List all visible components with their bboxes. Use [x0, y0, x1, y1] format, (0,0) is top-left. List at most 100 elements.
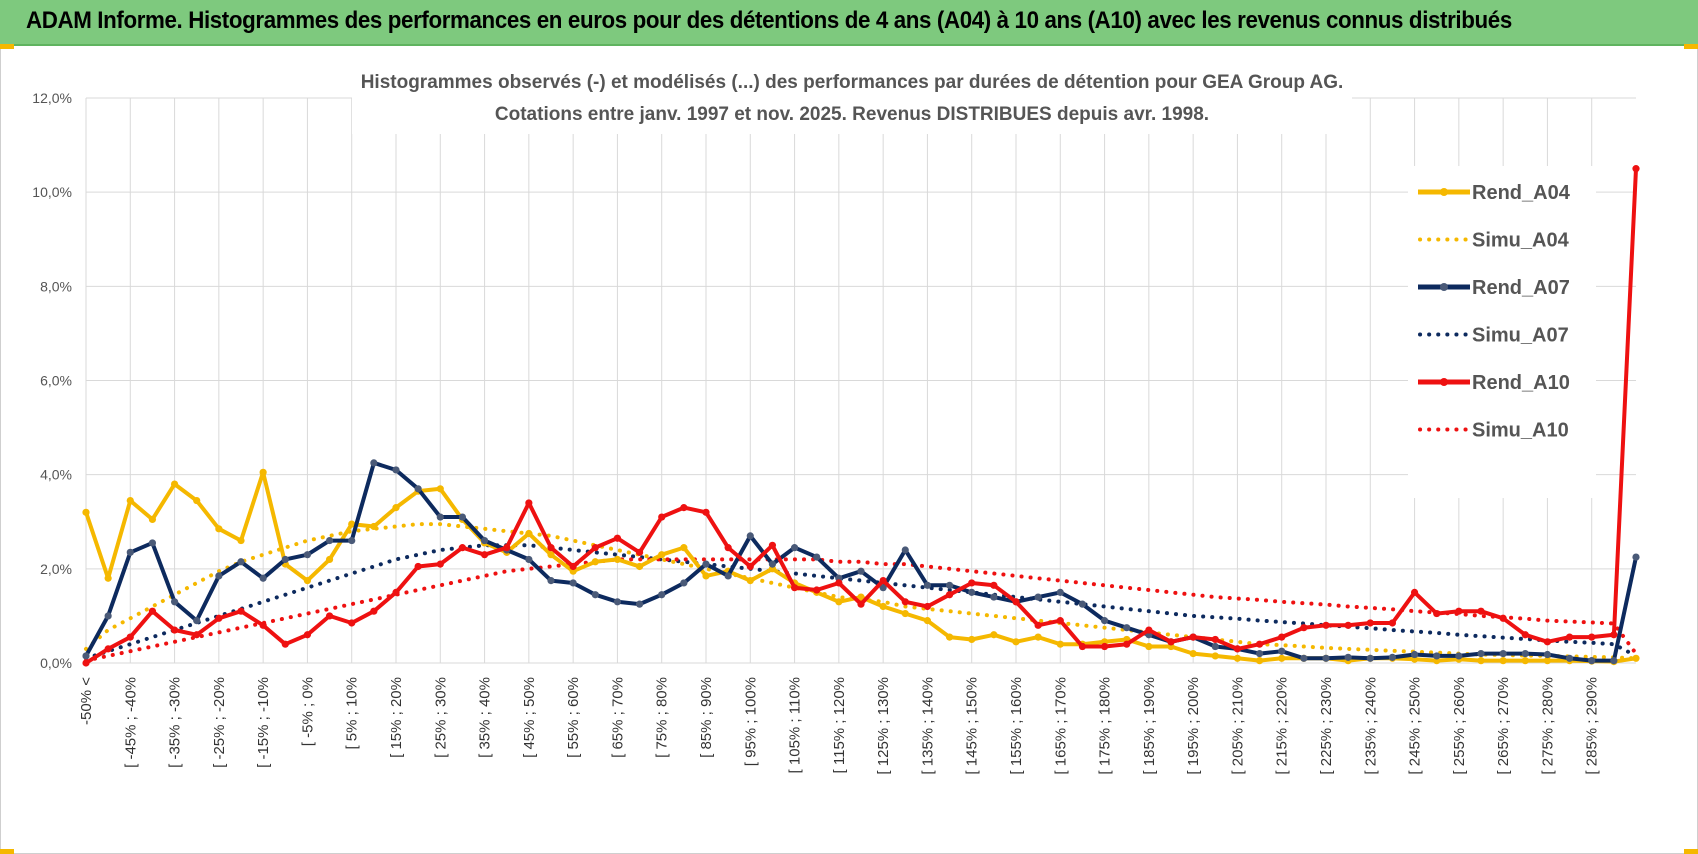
- data-point-Rend_A10: [702, 508, 710, 516]
- y-tick-label: 2,0%: [40, 561, 72, 577]
- chart-title-line1: Histogrammes observés (-) et modélisés (…: [361, 72, 1344, 93]
- data-point-Rend_A10: [170, 626, 179, 634]
- data-point-Rend_A07: [813, 553, 821, 561]
- x-tick-label: [ 85% ; 90%: [698, 677, 715, 758]
- data-point-Rend_A04: [325, 555, 334, 564]
- data-point-Rend_A04: [613, 555, 622, 564]
- data-point-Rend_A07: [1610, 657, 1618, 665]
- data-point-Rend_A10: [370, 607, 378, 615]
- corner-mark: [0, 849, 14, 854]
- legend-label-Simu_A07: Simu_A07: [1472, 325, 1569, 347]
- x-tick-label: [ 155% ; 160%: [1008, 677, 1025, 775]
- x-tick-label: [ 175% ; 180%: [1097, 677, 1114, 775]
- data-point-Rend_A04: [370, 522, 378, 531]
- data-point-Rend_A04: [923, 617, 932, 625]
- x-tick-label: [ -45% ; -40%: [122, 677, 139, 768]
- data-point-Rend_A04: [148, 515, 157, 523]
- data-point-Rend_A10: [968, 579, 976, 587]
- data-point-Rend_A10: [990, 581, 998, 589]
- data-point-Rend_A07: [1410, 650, 1419, 659]
- data-point-Rend_A07: [1278, 647, 1286, 655]
- data-point-Rend_A07: [193, 617, 201, 625]
- data-point-Rend_A07: [436, 513, 444, 521]
- data-point-Rend_A10: [126, 633, 134, 641]
- data-point-Rend_A10: [1366, 619, 1374, 627]
- data-point-Rend_A04: [303, 577, 312, 585]
- data-point-Rend_A07: [968, 588, 976, 596]
- x-tick-label: [ 225% ; 230%: [1318, 677, 1335, 775]
- x-tick-label: [ 105% ; 110%: [787, 677, 804, 773]
- data-point-Rend_A07: [1056, 588, 1064, 596]
- series-line-Rend_A04: [84, 470, 1637, 664]
- data-point-Rend_A04: [1012, 638, 1020, 646]
- series-line-Simu_A07: [84, 543, 1638, 661]
- legend: Rend_A04 Simu_A04 Rend_A07 Simu_A07 Rend_A10…: [1408, 166, 1596, 498]
- data-point-Rend_A10: [82, 659, 90, 667]
- data-point-Rend_A04: [215, 525, 223, 533]
- data-point-Rend_A04: [1632, 654, 1640, 662]
- legend-box: [1408, 166, 1596, 498]
- x-tick-label: [ 255% ; 260%: [1451, 677, 1468, 775]
- data-point-Rend_A04: [857, 593, 865, 601]
- x-tick-label: [ 115% ; 120%: [831, 677, 848, 773]
- y-tick-label: 8,0%: [40, 278, 72, 294]
- x-tick-label: [ 265% ; 270%: [1495, 677, 1512, 775]
- data-point-Rend_A10: [790, 584, 799, 592]
- data-point-Rend_A10: [547, 544, 555, 552]
- data-point-Rend_A07: [990, 593, 998, 601]
- data-point-Rend_A07: [1255, 649, 1264, 658]
- x-tick-label: [ 135% ; 140%: [919, 677, 936, 775]
- data-point-Rend_A10: [1543, 638, 1552, 646]
- data-point-Rend_A07: [857, 567, 865, 575]
- y-tick-label: 0,0%: [40, 655, 72, 671]
- data-point-Rend_A07: [1322, 654, 1330, 662]
- data-point-Rend_A10: [1565, 633, 1574, 641]
- data-point-Rend_A10: [1388, 619, 1397, 627]
- corner-mark: [1684, 44, 1698, 49]
- x-tick-label: [ 95% ; 100%: [742, 677, 759, 766]
- data-point-Rend_A04: [104, 574, 112, 582]
- data-point-Rend_A07: [1565, 654, 1574, 662]
- data-point-Rend_A04: [170, 480, 179, 488]
- data-point-Rend_A10: [1300, 624, 1308, 632]
- x-tick-label: [ 125% ; 130%: [875, 677, 892, 775]
- data-point-Rend_A07: [259, 574, 267, 582]
- x-tick-label: [ 285% ; 290%: [1584, 677, 1601, 775]
- data-point-Rend_A07: [901, 546, 909, 554]
- legend-label-Rend_A04: Rend_A04: [1472, 182, 1571, 204]
- series-line-Simu_A10: [84, 557, 1638, 663]
- legend-marker: [1440, 188, 1448, 196]
- data-point-Rend_A07: [1455, 652, 1463, 660]
- data-point-Rend_A07: [768, 560, 777, 568]
- line-chart: 0,0% 2,0% 4,0% 6,0% 8,0% 10,0% 12,0% -50% < [ -…: [32, 60, 1640, 775]
- data-point-Rend_A07: [1078, 600, 1087, 608]
- legend-label-Rend_A07: Rend_A07: [1472, 277, 1570, 299]
- y-tick-label: 4,0%: [40, 467, 72, 483]
- data-point-Rend_A07: [148, 539, 157, 547]
- data-point-Rend_A07: [1123, 624, 1131, 632]
- data-point-Rend_A10: [1123, 640, 1131, 648]
- data-point-Rend_A07: [1543, 650, 1552, 659]
- x-tick-label: [ -15% ; -10%: [255, 677, 272, 768]
- data-point-Rend_A10: [1499, 614, 1507, 622]
- data-point-Rend_A10: [259, 621, 267, 629]
- data-point-Rend_A10: [1433, 609, 1441, 618]
- data-point-Rend_A10: [591, 544, 599, 552]
- data-point-Rend_A10: [104, 645, 112, 653]
- data-point-Rend_A07: [1477, 649, 1485, 658]
- data-point-Rend_A07: [1433, 652, 1441, 660]
- data-point-Rend_A07: [702, 560, 710, 568]
- x-tick-label: [ 25% ; 30%: [432, 677, 449, 758]
- data-point-Rend_A07: [303, 551, 312, 559]
- data-point-Rend_A04: [259, 468, 267, 476]
- data-point-Rend_A04: [879, 602, 887, 611]
- data-point-Rend_A04: [1477, 657, 1485, 665]
- data-point-Rend_A10: [945, 591, 954, 599]
- data-point-Rend_A07: [281, 555, 289, 564]
- legend-label-Simu_A10: Simu_A10: [1472, 420, 1569, 442]
- series-line-Simu_A04: [84, 522, 1638, 661]
- data-point-Rend_A10: [1012, 598, 1020, 606]
- data-point-Rend_A04: [547, 551, 555, 559]
- data-point-Rend_A07: [480, 536, 489, 545]
- x-tick-label: [ 235% ; 240%: [1362, 677, 1379, 775]
